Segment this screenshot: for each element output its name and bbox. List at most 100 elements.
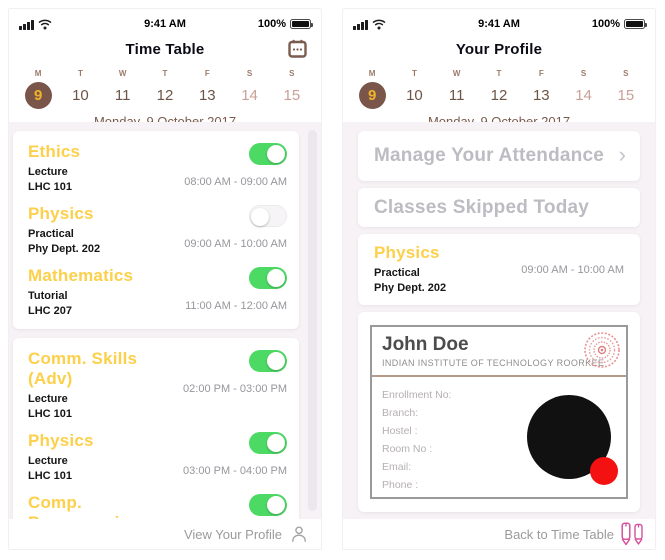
date-cell[interactable]: 14	[241, 87, 258, 104]
date-cell[interactable]: 11	[448, 87, 465, 104]
class-room: LHC 101	[28, 408, 73, 420]
class-type: Lecture	[28, 455, 68, 467]
weekday-label: M	[34, 69, 42, 78]
date-cell[interactable]: 12	[156, 87, 174, 104]
wifi-icon	[37, 19, 52, 29]
manage-attendance-button[interactable]: Manage Your Attendance ›	[358, 131, 640, 181]
date-cell[interactable]: 15	[283, 87, 301, 104]
manage-attendance-label: Manage Your Attendance	[374, 145, 604, 166]
attendance-toggle[interactable]	[249, 205, 287, 227]
page-title: Time Table	[125, 41, 205, 58]
timetable-screen: 9:41 AM 100% Time Table M T W T F S S 9	[8, 8, 322, 550]
date-cell[interactable]: 10	[406, 87, 423, 104]
field-label: Email:	[382, 461, 412, 473]
course-name: Physics	[28, 431, 94, 450]
attendance-toggle[interactable]	[249, 350, 287, 372]
date-cell-selected[interactable]: 9	[17, 82, 59, 109]
person-icon	[292, 526, 306, 542]
date-cell-selected[interactable]: 9	[351, 82, 393, 109]
class-room: LHC 101	[28, 181, 73, 193]
back-to-timetable-link[interactable]: Back to Time Table	[343, 519, 655, 549]
institute-name: INDIAN INSTITUTE OF TECHNOLOGY ROORKEE	[382, 358, 605, 368]
profile-screen: 9:41 AM 100% Your Profile M T W T F S S …	[342, 8, 656, 550]
weekday-label: F	[538, 69, 544, 78]
class-time: 09:00 AM - 10:00 AM	[521, 263, 624, 276]
class-type: Practical	[374, 267, 420, 279]
id-card-panel: John Doe INDIAN INSTITUTE OF TECHNOLOGY …	[358, 312, 640, 512]
classes-skipped-heading: Classes Skipped Today	[374, 196, 590, 218]
class-time: 03:00 PM - 04:00 PM	[183, 465, 287, 477]
weekday-row: M T W T F S S	[343, 69, 655, 78]
status-time: 9:41 AM	[478, 18, 520, 30]
status-bar: 9:41 AM 100%	[9, 15, 321, 33]
date-cell[interactable]: 13	[198, 87, 216, 104]
class-time: 09:00 AM - 10:00 AM	[184, 238, 287, 250]
class-time: 02:00 PM - 03:00 PM	[183, 383, 287, 395]
course-name: Physics	[28, 204, 94, 223]
class-row: Mathematics Tutorial LHC 207 11:00 AM - …	[28, 266, 287, 319]
class-row: Physics Practical Phy Dept. 202 09:00 AM…	[374, 243, 624, 296]
weekday-label: S	[246, 69, 253, 78]
class-time: 11:00 AM - 12:00 AM	[185, 300, 287, 312]
date-row: 9 10 11 12 13 14 15	[343, 82, 655, 109]
attendance-toggle[interactable]	[249, 143, 287, 165]
student-id-card: John Doe INDIAN INSTITUTE OF TECHNOLOGY …	[370, 325, 628, 499]
profile-content: Manage Your Attendance › Classes Skipped…	[343, 122, 655, 519]
course-name: Mathematics	[28, 266, 134, 285]
calendar-icon[interactable]	[288, 39, 307, 63]
id-card-divider	[372, 375, 626, 377]
cell-signal-icon	[19, 19, 34, 30]
class-time: 08:00 AM - 09:00 AM	[184, 176, 287, 188]
weekday-label: W	[452, 69, 461, 78]
weekday-label: F	[204, 69, 210, 78]
class-room: LHC 101	[28, 470, 73, 482]
weekday-label: T	[162, 69, 168, 78]
attendance-toggle[interactable]	[249, 267, 287, 289]
page-title: Your Profile	[455, 41, 543, 58]
classes-skipped-card: Classes Skipped Today	[358, 188, 640, 227]
class-room: Phy Dept. 202	[374, 282, 447, 294]
field-label: Enrollment No:	[382, 389, 452, 401]
battery-icon	[290, 19, 313, 29]
institute-seal-icon	[583, 331, 621, 374]
pens-icon	[621, 522, 643, 546]
date-cell[interactable]: 13	[532, 87, 550, 104]
weekday-label: T	[496, 69, 502, 78]
class-room: Phy Dept. 202	[28, 243, 101, 255]
attendance-toggle[interactable]	[249, 494, 287, 516]
class-row: Comm. Skills (Adv) Lecture LHC 101 02:00…	[28, 349, 287, 422]
date-row: 9 10 11 12 13 14 15	[9, 82, 321, 109]
wifi-icon	[371, 19, 386, 29]
course-name: Comp. Programming	[28, 493, 141, 519]
weekday-label: W	[118, 69, 127, 78]
weekday-label: S	[289, 69, 295, 78]
class-type: Practical	[28, 228, 74, 240]
date-cell[interactable]: 15	[617, 87, 635, 104]
timetable-list: Ethics Lecture LHC 101 08:00 AM - 09:00 …	[9, 122, 321, 519]
class-row: Physics Lecture LHC 101 03:00 PM - 04:00…	[28, 431, 287, 484]
course-name: Comm. Skills (Adv)	[28, 349, 138, 388]
skipped-class-card: Physics Practical Phy Dept. 202 09:00 AM…	[358, 234, 640, 305]
timetable-card-afternoon: Comm. Skills (Adv) Lecture LHC 101 02:00…	[13, 338, 299, 519]
class-row: Physics Practical Phy Dept. 202 09:00 AM…	[28, 204, 287, 257]
weekday-label: T	[77, 69, 83, 78]
date-cell[interactable]: 11	[114, 87, 131, 104]
view-profile-link[interactable]: View Your Profile	[9, 519, 321, 549]
date-cell[interactable]: 14	[575, 87, 592, 104]
status-time: 9:41 AM	[144, 18, 186, 30]
attendance-toggle[interactable]	[249, 432, 287, 454]
weekday-row: M T W T F S S	[9, 69, 321, 78]
footer-label: Back to Time Table	[504, 526, 614, 542]
date-cell[interactable]: 12	[490, 87, 508, 104]
status-bar: 9:41 AM 100%	[343, 15, 655, 33]
photo-red-badge	[590, 457, 618, 485]
class-room: LHC 207	[28, 305, 73, 317]
weekday-label: S	[623, 69, 629, 78]
date-cell[interactable]: 10	[72, 87, 89, 104]
student-name: John Doe	[382, 334, 469, 355]
weekday-label: T	[411, 69, 417, 78]
timetable-card-morning: Ethics Lecture LHC 101 08:00 AM - 09:00 …	[13, 131, 299, 329]
scrollbar[interactable]	[308, 130, 317, 511]
weekday-label: M	[368, 69, 376, 78]
class-row: Comp. Programming Lecture LHC 101 04:00 …	[28, 493, 287, 519]
